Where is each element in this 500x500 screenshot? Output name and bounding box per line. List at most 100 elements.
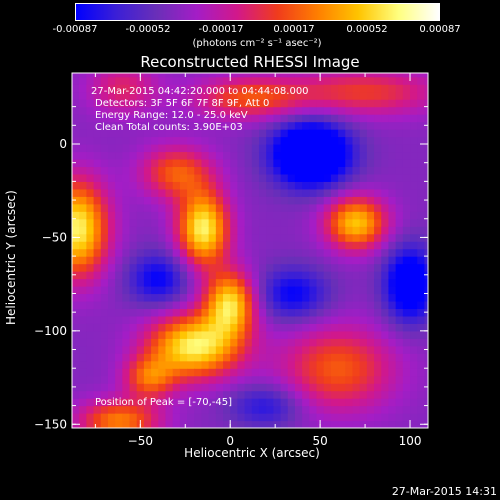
heatmap-cell — [352, 300, 361, 310]
heatmap-cell — [172, 323, 181, 332]
heatmap-cell — [129, 248, 138, 257]
heatmap-cell — [79, 173, 87, 182]
heatmap-cell — [352, 129, 361, 138]
heatmap-cell — [395, 188, 404, 197]
heatmap-cell — [165, 241, 174, 250]
heatmap-cell — [417, 256, 426, 265]
heatmap-cell — [381, 360, 390, 369]
heatmap-cell — [187, 271, 195, 280]
heatmap-cell — [287, 390, 296, 399]
heatmap-cell — [244, 188, 253, 197]
heatmap-cell — [294, 106, 303, 115]
heatmap-cell — [187, 211, 195, 220]
heatmap-cell — [79, 405, 87, 414]
heatmap-cell — [251, 263, 260, 272]
heatmap-cell — [338, 315, 346, 324]
heatmap-cell — [93, 390, 102, 399]
heatmap-cell — [223, 91, 231, 100]
colorbar-tick: -0.00087 — [52, 24, 98, 35]
heatmap-cell — [237, 99, 246, 108]
heatmap-cell — [251, 300, 260, 310]
heatmap-cell — [93, 345, 102, 354]
heatmap-cell — [115, 211, 123, 220]
heatmap-cell — [100, 368, 109, 377]
heatmap-cell — [417, 106, 426, 115]
heatmap-cell — [294, 196, 303, 205]
heatmap-cell — [424, 390, 428, 399]
heatmap-cell — [388, 114, 397, 123]
heatmap-cell — [381, 271, 390, 280]
heatmap-cell — [294, 360, 303, 369]
heatmap-cell — [287, 308, 296, 317]
heatmap-cell — [194, 241, 203, 250]
heatmap-cell — [294, 413, 303, 422]
heatmap-cell — [215, 173, 224, 182]
heatmap-cell — [86, 398, 95, 407]
heatmap-cell — [323, 398, 332, 407]
heatmap-cell — [388, 383, 397, 392]
heatmap-cell — [107, 263, 116, 272]
heatmap-cell — [86, 241, 95, 250]
heatmap-cell — [122, 398, 131, 407]
heatmap-cell — [345, 413, 354, 422]
heatmap-cell — [93, 144, 102, 153]
heatmap-cell — [395, 263, 404, 272]
heatmap-cell — [424, 188, 428, 197]
heatmap-cell — [388, 226, 397, 235]
heatmap-cell — [352, 188, 361, 197]
heatmap-cell — [86, 84, 95, 93]
heatmap-cell — [410, 151, 418, 160]
heatmap-cell — [417, 300, 426, 310]
heatmap-cell — [381, 286, 390, 295]
heatmap-cell — [223, 203, 231, 212]
heatmap-cell — [251, 121, 260, 130]
heatmap-cell — [143, 398, 152, 407]
heatmap-cell — [287, 241, 296, 250]
heatmap-cell — [100, 226, 109, 235]
heatmap-cell — [316, 158, 325, 168]
heatmap-cell — [338, 166, 346, 175]
heatmap-cell — [201, 114, 210, 123]
heatmap-cell — [136, 218, 145, 227]
heatmap-cell — [151, 121, 159, 130]
heatmap-cell — [352, 226, 361, 235]
heatmap-cell — [316, 166, 325, 175]
heatmap-cell — [79, 151, 87, 160]
heatmap-cell — [359, 405, 368, 414]
heatmap-cell — [352, 218, 361, 227]
heatmap-cell — [194, 256, 203, 265]
heatmap-cell — [151, 345, 159, 354]
heatmap-cell — [345, 368, 354, 377]
heatmap-cell — [172, 368, 181, 377]
heatmap-cell — [366, 300, 375, 310]
heatmap-cell — [366, 398, 375, 407]
heatmap-cell — [107, 181, 116, 190]
heatmap-cell — [273, 368, 282, 377]
heatmap-cell — [158, 360, 167, 369]
heatmap-cell — [86, 315, 95, 324]
heatmap-cell — [366, 286, 375, 295]
heatmap-cell — [129, 114, 138, 123]
heatmap-cell — [122, 121, 131, 130]
heatmap-cell — [143, 375, 152, 384]
heatmap-cell — [107, 73, 116, 78]
heatmap-cell — [309, 300, 318, 310]
heatmap-cell — [179, 398, 188, 407]
heatmap-cell — [107, 308, 116, 317]
heatmap-cell — [302, 248, 310, 257]
heatmap-cell — [417, 196, 426, 205]
heatmap-cell — [129, 203, 138, 212]
heatmap-cell — [93, 308, 102, 317]
heatmap-cell — [395, 278, 404, 287]
heatmap-cell — [244, 248, 253, 257]
heatmap-cell — [345, 99, 354, 108]
heatmap-cell — [258, 151, 267, 160]
heatmap-cell — [280, 405, 289, 414]
heatmap-cell — [302, 375, 310, 384]
heatmap-cell — [100, 129, 109, 138]
heatmap-cell — [352, 211, 361, 220]
heatmap-cell — [410, 271, 418, 280]
heatmap-cell — [143, 383, 152, 392]
heatmap-cell — [309, 375, 318, 384]
heatmap-cell — [309, 278, 318, 287]
